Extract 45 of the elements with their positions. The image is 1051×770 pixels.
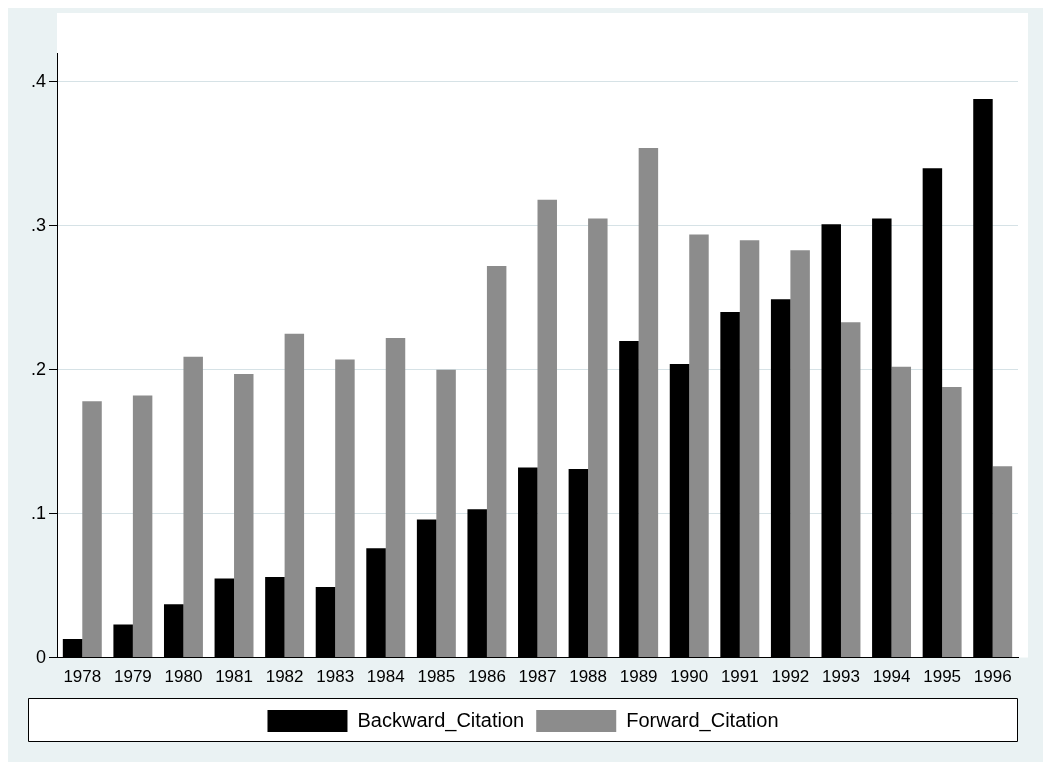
x-tick-label: 1979 <box>113 667 152 687</box>
x-tick-label: 1981 <box>215 667 253 687</box>
x-tick-label: 1991 <box>720 667 759 687</box>
x-tick-label: 1984 <box>366 667 405 687</box>
y-tick-label: 0 <box>36 646 47 667</box>
bar <box>335 359 355 658</box>
bar <box>183 356 203 658</box>
x-tick-label: 1988 <box>569 667 607 687</box>
bar <box>132 395 153 658</box>
legend-label: Backward_Citation <box>357 708 525 732</box>
bar <box>840 322 861 658</box>
x-tick-label: 1989 <box>619 667 658 687</box>
bar <box>638 148 659 658</box>
bar <box>436 369 456 658</box>
bar <box>739 240 760 658</box>
x-tick-label: 1987 <box>518 667 557 687</box>
x-tick-label: 1983 <box>316 667 355 687</box>
x-tick-label: 1982 <box>265 667 304 687</box>
bar <box>689 234 709 658</box>
bar <box>82 401 102 658</box>
x-tick-label: 1993 <box>822 667 860 687</box>
bar <box>385 338 406 658</box>
x-tick-label: 1994 <box>872 667 911 687</box>
y-tick-label: .2 <box>31 358 47 379</box>
y-tick-label: .4 <box>31 70 47 91</box>
y-tick-label: .1 <box>31 502 47 523</box>
x-tick-label: 1985 <box>417 667 456 687</box>
bar <box>234 374 254 658</box>
x-tick-label: 1978 <box>63 667 102 687</box>
bar <box>942 386 962 658</box>
x-tick-label: 1980 <box>164 667 203 687</box>
x-tick-label: 1992 <box>771 667 810 687</box>
bar <box>486 266 507 658</box>
bar <box>790 250 810 658</box>
y-tick-label: .3 <box>31 214 47 235</box>
x-tick-label: 1990 <box>670 667 709 687</box>
x-tick-label: 1995 <box>923 667 962 687</box>
bar <box>537 199 557 658</box>
x-tick-label: 1986 <box>468 667 506 687</box>
bar <box>891 366 912 658</box>
bar <box>284 333 305 658</box>
bar <box>588 218 608 658</box>
legend-label: Forward_Citation <box>626 708 779 732</box>
x-tick-label: 1996 <box>973 667 1012 687</box>
bar <box>992 466 1013 658</box>
